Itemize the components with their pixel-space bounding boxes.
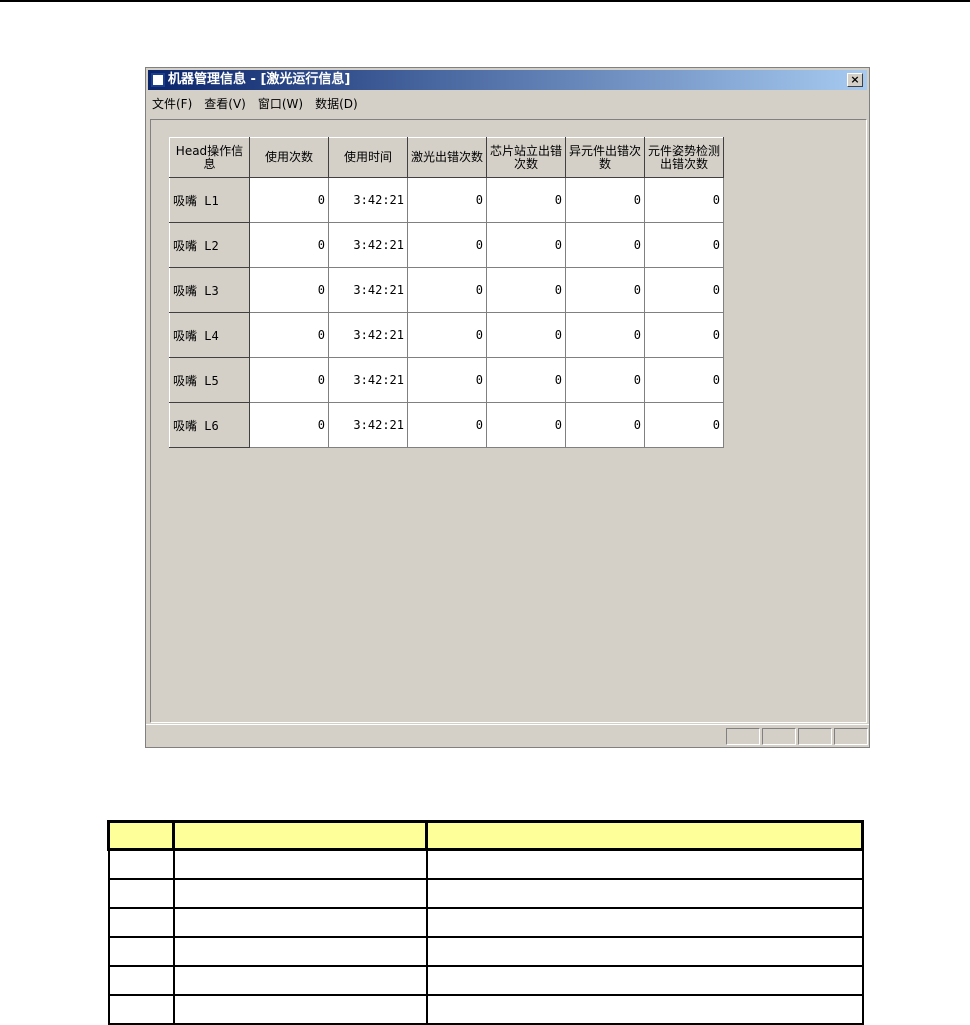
grid-cell[interactable]: 0 [249, 402, 329, 448]
grid-cell[interactable]: 0 [644, 267, 724, 313]
menu-data[interactable]: 数据(D) [315, 97, 358, 111]
grid-cell[interactable]: 3:42:21 [328, 357, 408, 403]
row-header: 吸嘴 L4 [169, 312, 250, 358]
grid-cell[interactable]: 0 [407, 222, 487, 268]
legend-row [107, 935, 864, 967]
window-title: 机器管理信息 - [激光运行信息] [168, 72, 351, 87]
grid-cell[interactable]: 0 [407, 312, 487, 358]
grid-cell[interactable]: 0 [644, 222, 724, 268]
legend-row [107, 993, 864, 1025]
grid-cell[interactable]: 0 [565, 177, 645, 223]
legend-table [107, 820, 864, 1025]
status-pane [798, 728, 832, 745]
legend-row [107, 848, 864, 880]
row-header: 吸嘴 L5 [169, 357, 250, 403]
grid-cell[interactable]: 0 [249, 177, 329, 223]
grid-cell[interactable]: 0 [249, 267, 329, 313]
grid-cell[interactable]: 0 [565, 402, 645, 448]
grid-cell[interactable]: 0 [644, 402, 724, 448]
row-header: 吸嘴 L2 [169, 222, 250, 268]
row-header: 吸嘴 L1 [169, 177, 250, 223]
row-header: 吸嘴 L6 [169, 402, 250, 448]
grid-cell[interactable]: 3:42:21 [328, 267, 408, 313]
col-header: 芯片站立出错次数 [486, 137, 566, 178]
col-header: 元件姿势检测出错次数 [644, 137, 724, 178]
grid-cell[interactable]: 0 [407, 357, 487, 403]
row-header: 吸嘴 L3 [169, 267, 250, 313]
page-rule [0, 0, 970, 2]
menu-window[interactable]: 窗口(W) [257, 97, 304, 111]
status-pane [762, 728, 796, 745]
grid-row: 吸嘴 L5 0 3:42:21 0 0 0 0 [169, 357, 724, 403]
grid-cell[interactable]: 0 [486, 312, 566, 358]
grid-cell[interactable]: 0 [486, 222, 566, 268]
grid-cell[interactable]: 0 [644, 357, 724, 403]
app-icon [151, 73, 165, 87]
title-bar: 机器管理信息 - [激光运行信息] × [148, 70, 867, 90]
legend-row [107, 964, 864, 996]
grid-row: 吸嘴 L2 0 3:42:21 0 0 0 0 [169, 222, 724, 268]
grid-cell[interactable]: 0 [486, 267, 566, 313]
menu-view[interactable]: 查看(V) [204, 97, 246, 111]
grid-row: 吸嘴 L4 0 3:42:21 0 0 0 0 [169, 312, 724, 358]
grid-cell[interactable]: 0 [407, 402, 487, 448]
app-window: 机器管理信息 - [激光运行信息] × 文件(F) 查看(V) 窗口(W) 数据… [145, 67, 870, 748]
grid-cell[interactable]: 0 [407, 177, 487, 223]
menu-file[interactable]: 文件(F) [152, 97, 193, 111]
grid-cell[interactable]: 0 [565, 312, 645, 358]
status-pane [834, 728, 868, 745]
col-header: 异元件出错次数 [565, 137, 645, 178]
laser-info-grid: Head操作信息 使用次数 使用时间 激光出错次数 芯片站立出错次数 异元件出错… [169, 137, 724, 448]
grid-cell[interactable]: 0 [486, 357, 566, 403]
col-header: Head操作信息 [169, 137, 250, 178]
legend-row [107, 906, 864, 938]
col-header: 使用时间 [328, 137, 408, 178]
grid-cell[interactable]: 0 [249, 222, 329, 268]
grid-cell[interactable]: 0 [249, 357, 329, 403]
client-area: Head操作信息 使用次数 使用时间 激光出错次数 芯片站立出错次数 异元件出错… [150, 119, 867, 723]
grid-cell[interactable]: 0 [565, 267, 645, 313]
col-header: 使用次数 [249, 137, 329, 178]
grid-cell[interactable]: 3:42:21 [328, 222, 408, 268]
grid-cell[interactable]: 0 [249, 312, 329, 358]
grid-header-row: Head操作信息 使用次数 使用时间 激光出错次数 芯片站立出错次数 异元件出错… [169, 137, 724, 178]
grid-row: 吸嘴 L3 0 3:42:21 0 0 0 0 [169, 267, 724, 313]
grid-cell[interactable]: 0 [486, 402, 566, 448]
close-button[interactable]: × [847, 73, 863, 87]
status-bar [146, 724, 869, 747]
grid-cell[interactable]: 0 [644, 177, 724, 223]
legend-row [107, 877, 864, 909]
legend-header-row [107, 820, 864, 851]
grid-cell[interactable]: 0 [486, 177, 566, 223]
grid-cell[interactable]: 0 [565, 357, 645, 403]
menu-bar: 文件(F) 查看(V) 窗口(W) 数据(D) [152, 94, 358, 114]
grid-cell[interactable]: 0 [565, 222, 645, 268]
grid-cell[interactable]: 3:42:21 [328, 312, 408, 358]
grid-cell[interactable]: 3:42:21 [328, 402, 408, 448]
col-header: 激光出错次数 [407, 137, 487, 178]
grid-cell[interactable]: 0 [644, 312, 724, 358]
grid-row: 吸嘴 L1 0 3:42:21 0 0 0 0 [169, 177, 724, 223]
status-pane [726, 728, 760, 745]
grid-row: 吸嘴 L6 0 3:42:21 0 0 0 0 [169, 402, 724, 448]
grid-cell[interactable]: 0 [407, 267, 487, 313]
grid-cell[interactable]: 3:42:21 [328, 177, 408, 223]
